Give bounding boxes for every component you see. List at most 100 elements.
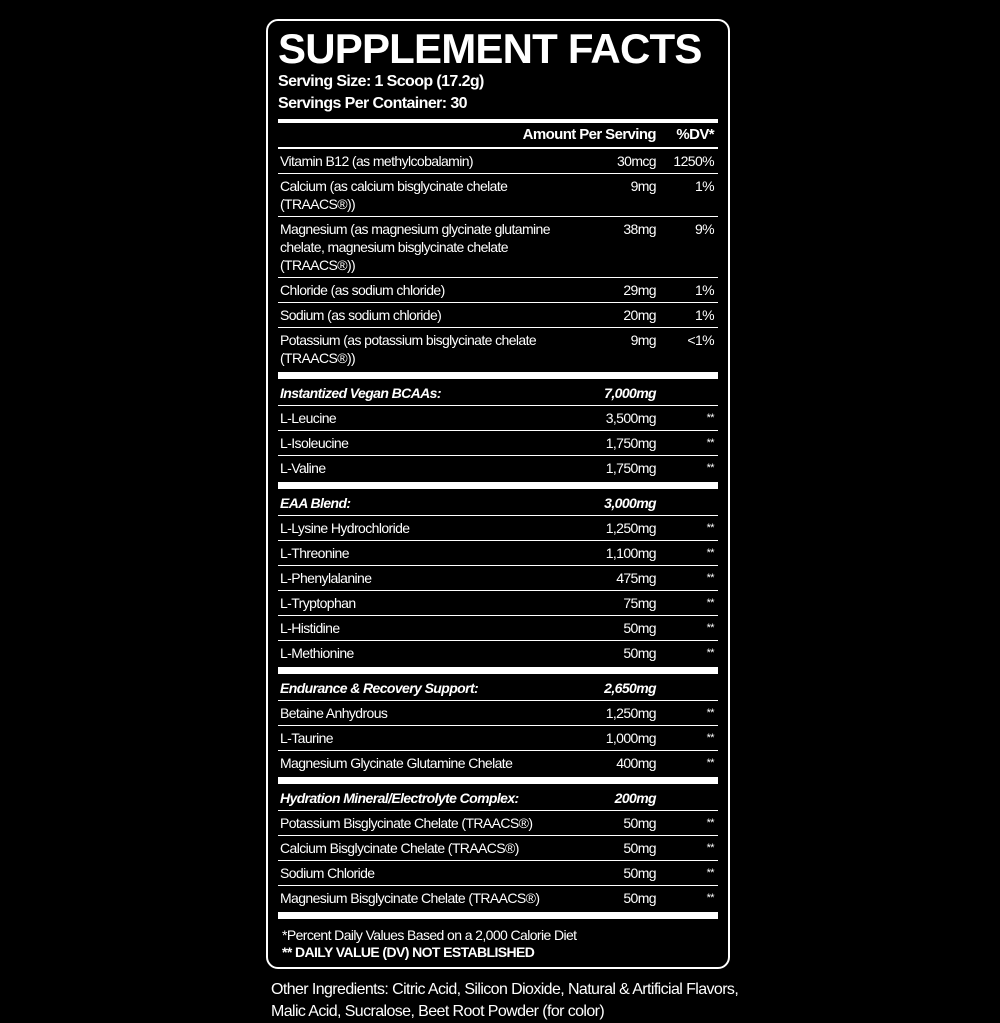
ingredient-row: L-Taurine 1,000mg ** [278,726,718,751]
ingredient-name: L-Lysine Hydrochloride [280,520,410,536]
ingredient-name: Vitamin B12 (as methylcobalamin) [280,153,474,169]
ingredient-amount: 30mcg [616,153,657,169]
ingredient-dv: ** [706,547,715,559]
column-header-row: Amount Per Serving %DV* [278,123,718,149]
supplement-facts-panel: SUPPLEMENT FACTS Serving Size: 1 Scoop (… [266,19,730,969]
section-header: Instantized Vegan BCAAs: 7,000mg [278,381,718,406]
ingredient-name: Sodium Chloride [280,865,375,881]
section-divider [278,777,718,784]
ingredient-name: EAA Blend: [280,495,351,511]
section-divider [278,667,718,674]
ingredient-name: L-Tryptophan [280,595,356,611]
ingredient-name: L-Methionine [280,645,354,661]
ingredient-name: Instantized Vegan BCAAs: [280,385,441,401]
ingredient-row: Calcium (as calcium bisglycinate chelate… [278,174,718,217]
ingredient-dv: 1% [694,282,715,298]
ingredient-name: Magnesium (as magnesium glycinate glutam… [280,221,551,273]
ingredient-dv: ** [706,437,715,449]
ingredient-name: Betaine Anhydrous [280,705,388,721]
ingredient-amount: 475mg [616,570,656,586]
ingredient-name: L-Histidine [280,620,340,636]
ingredient-sections: Instantized Vegan BCAAs: 7,000mg L-Leucine… [278,381,718,919]
ingredient-amount: 50mg [623,815,656,831]
ingredient-dv: ** [706,732,715,744]
servings-per-container: Servings Per Container: 30 [278,95,468,112]
dv-header: %DV* [676,126,714,143]
ingredient-name: Sodium (as sodium chloride) [280,307,442,323]
ingredient-amount: 9mg [630,178,657,194]
ingredient-name: L-Leucine [280,410,337,426]
ingredient-dv: ** [706,622,715,634]
ingredient-amount: 2,650mg [604,680,656,696]
ingredient-amount: 20mg [623,307,656,323]
ingredient-row: L-Valine 1,750mg ** [278,456,718,480]
ingredient-dv: ** [706,707,715,719]
ingredient-row: L-Phenylalanine 475mg ** [278,566,718,591]
ingredient-dv: 9% [694,221,715,237]
ingredient-row: L-Lysine Hydrochloride 1,250mg ** [278,516,718,541]
ingredient-row: Vitamin B12 (as methylcobalamin) 30mcg 125… [278,149,718,174]
ingredient-amount: 50mg [623,620,656,636]
ingredient-dv: <1% [687,332,714,348]
ingredient-row: Betaine Anhydrous 1,250mg ** [278,701,718,726]
ingredient-amount: 29mg [623,282,656,298]
ingredient-amount: 50mg [623,890,656,906]
ingredient-row: Potassium (as potassium bisglycinate che… [278,328,718,370]
ingredient-row: Sodium Chloride 50mg ** [278,861,718,886]
ingredient-dv: ** [706,522,715,534]
ingredient-name: Potassium (as potassium bisglycinate che… [280,332,537,366]
ingredient-name: Calcium (as calcium bisglycinate chelate… [280,178,508,212]
ingredient-name: L-Threonine [280,545,349,561]
ingredient-amount: 1,100mg [605,545,657,561]
ingredient-name: Hydration Mineral/Electrolyte Complex: [280,790,519,806]
ingredient-dv: ** [706,647,715,659]
ingredient-row: L-Isoleucine 1,750mg ** [278,431,718,456]
ingredient-amount: 1,250mg [605,705,657,721]
ingredient-amount: 3,000mg [604,495,656,511]
ingredient-name: L-Taurine [280,730,334,746]
divider [278,119,718,123]
ingredient-row: Sodium (as sodium chloride) 20mg 1% [278,303,718,328]
ingredient-dv: 1% [694,307,715,323]
ingredient-amount: 1,250mg [605,520,657,536]
footnotes: *Percent Daily Values Based on a 2,000 C… [278,927,718,961]
ingredient-amount: 38mg [623,221,656,237]
footnote-dv-not-established: ** DAILY VALUE (DV) NOT ESTABLISHED [282,944,535,960]
ingredient-amount: 1,750mg [605,460,657,476]
ingredient-amount: 7,000mg [604,385,656,401]
ingredient-name: L-Isoleucine [280,435,349,451]
ingredient-dv: ** [706,462,715,474]
ingredient-name: L-Valine [280,460,326,476]
ingredient-row: Magnesium (as magnesium glycinate glutam… [278,217,718,278]
ingredient-row: L-Methionine 50mg ** [278,641,718,665]
ingredient-amount: 400mg [616,755,656,771]
ingredient-name: Endurance & Recovery Support: [280,680,479,696]
ingredient-dv: ** [706,412,715,424]
ingredient-dv: 1250% [673,153,714,169]
ingredient-name: Potassium Bisglycinate Chelate (TRAACS®) [280,815,533,831]
ingredient-row: L-Leucine 3,500mg ** [278,406,718,431]
ingredient-dv: ** [706,842,715,854]
section-header: EAA Blend: 3,000mg [278,491,718,516]
ingredient-dv: ** [706,867,715,879]
ingredient-dv: ** [706,817,715,829]
ingredient-row: L-Threonine 1,100mg ** [278,541,718,566]
ingredient-dv: ** [706,757,715,769]
ingredient-amount: 3,500mg [605,410,657,426]
ingredient-row: Chloride (as sodium chloride) 29mg 1% [278,278,718,303]
section-divider [278,372,718,379]
label-title: SUPPLEMENT FACTS [278,25,702,72]
ingredient-row: Calcium Bisglycinate Chelate (TRAACS®) 50… [278,836,718,861]
serving-size: Serving Size: 1 Scoop (17.2g) [278,73,484,90]
section-header: Hydration Mineral/Electrolyte Complex: 20… [278,786,718,811]
section-divider [278,912,718,919]
ingredient-amount: 1,750mg [605,435,657,451]
ingredient-row: L-Histidine 50mg ** [278,616,718,641]
ingredient-dv: ** [706,572,715,584]
ingredient-row: Potassium Bisglycinate Chelate (TRAACS®)… [278,811,718,836]
ingredient-amount: 200mg [614,790,657,806]
amount-header: Amount Per Serving [522,126,657,143]
other-ingredients: Other Ingredients: Citric Acid, Silicon … [271,981,739,1020]
ingredient-name: Calcium Bisglycinate Chelate (TRAACS®) [280,840,519,856]
ingredient-dv: ** [706,892,715,904]
